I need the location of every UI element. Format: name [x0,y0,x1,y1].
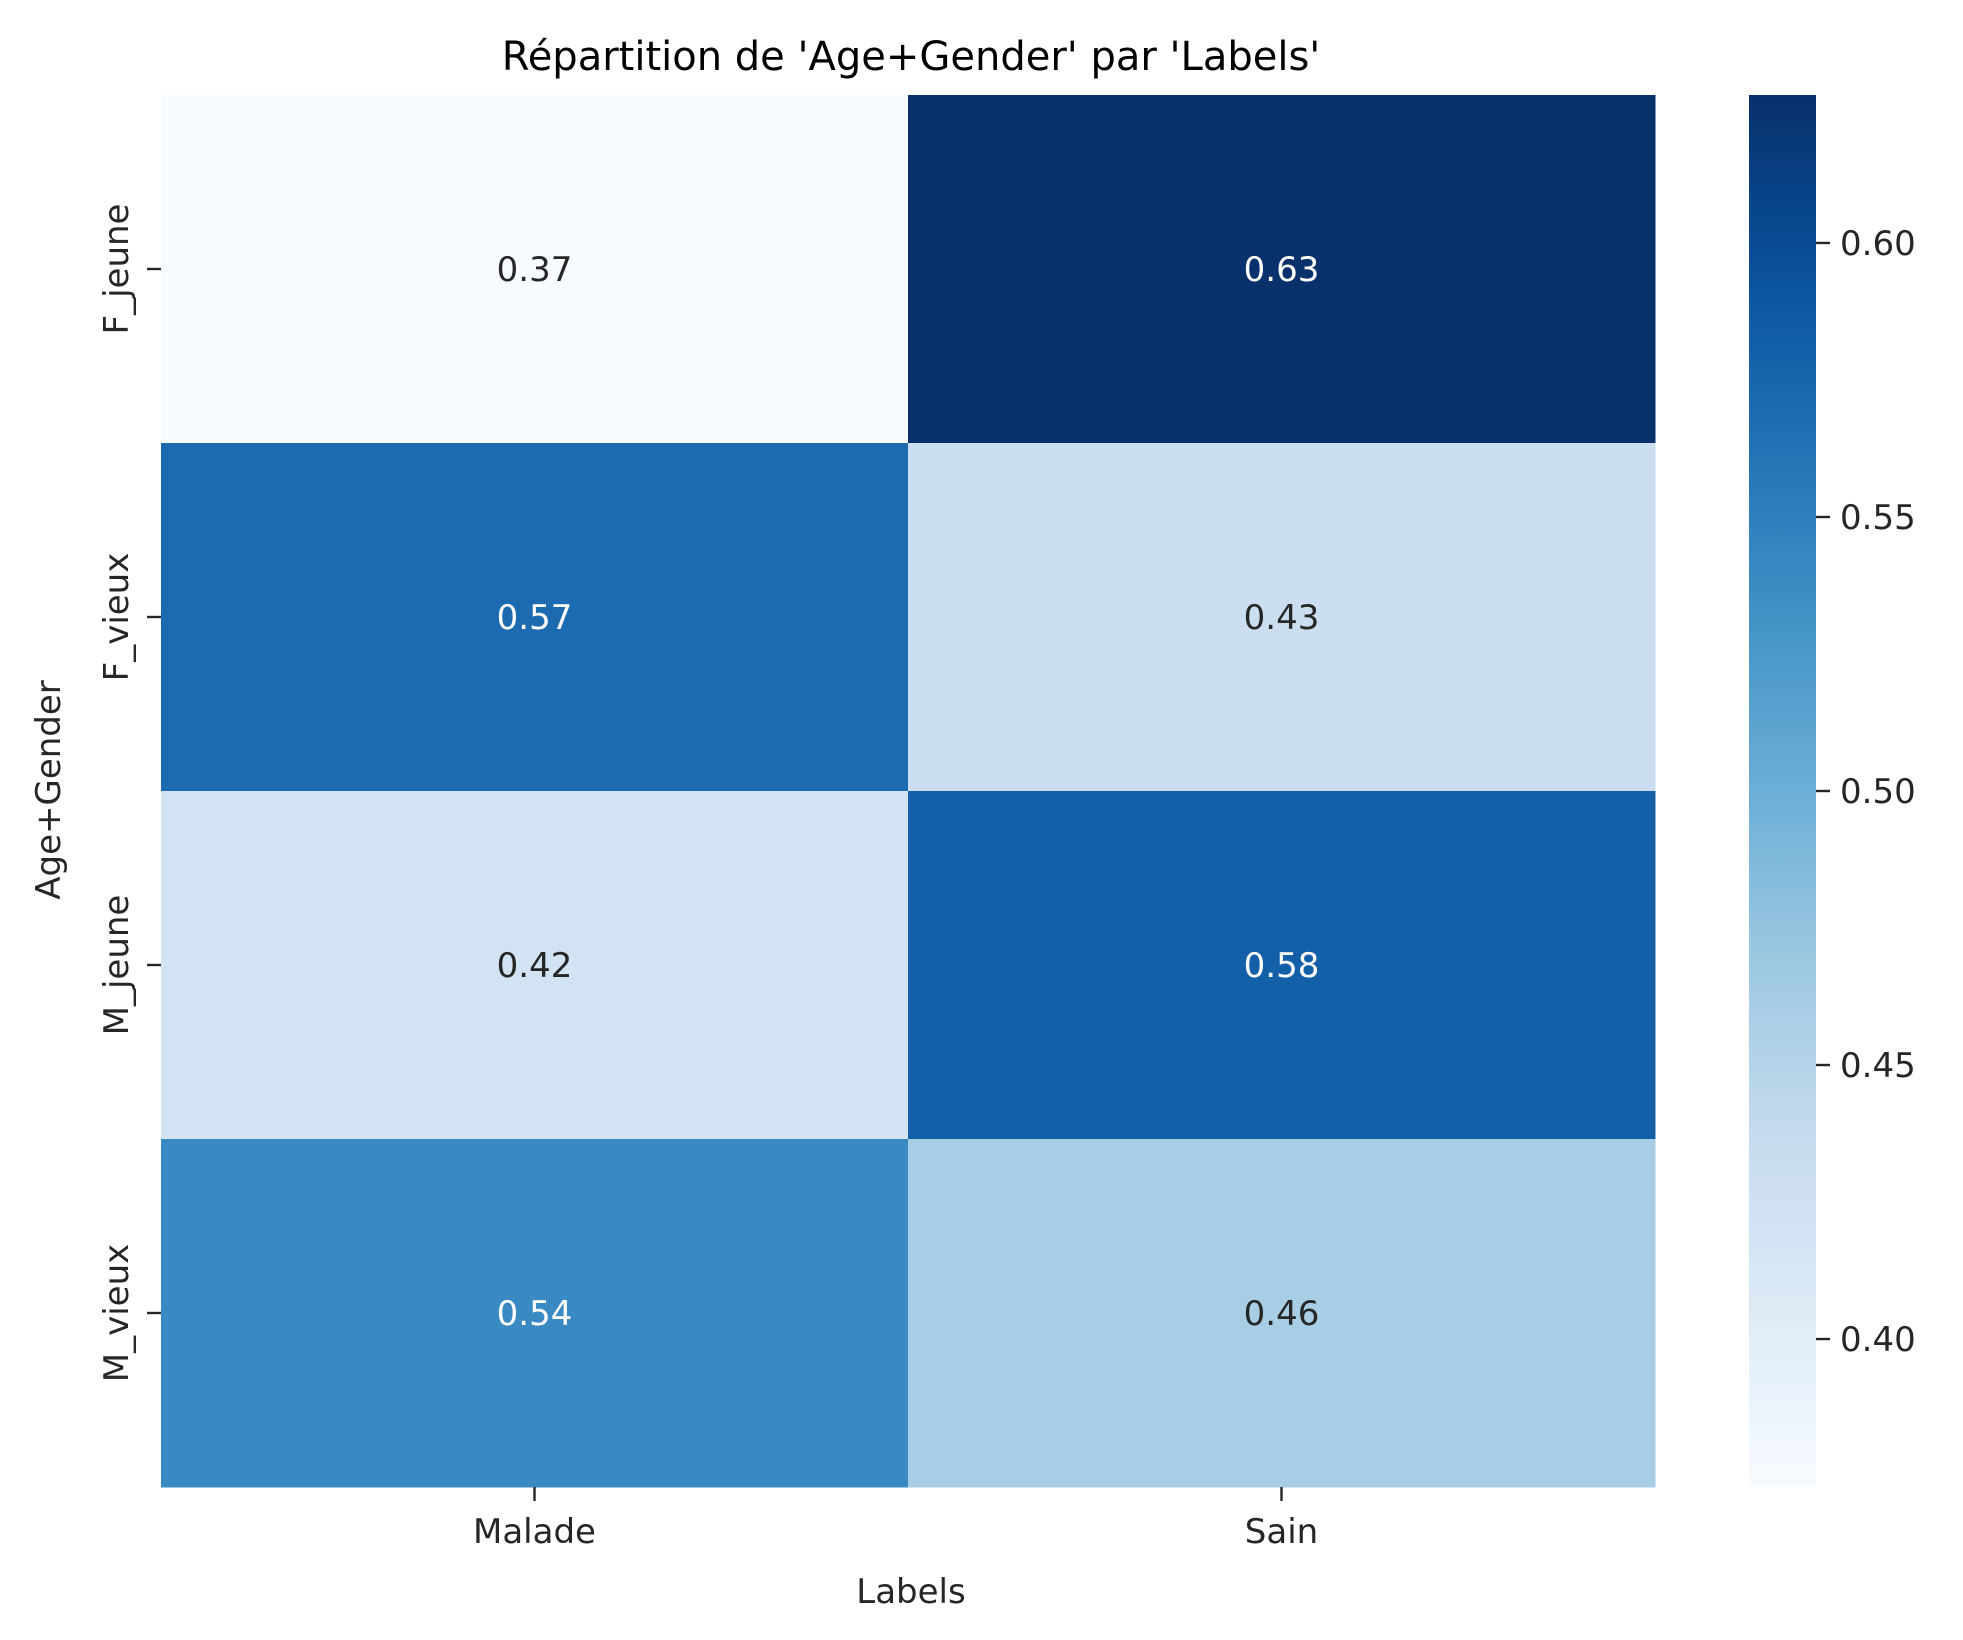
y-axis: F_jeune F_vieux M_jeune M_vieux [97,204,161,1383]
colorbar-tick-label: 0.40 [1840,1320,1916,1360]
x-tick-label: Malade [473,1512,596,1552]
heatmap-cell [161,443,909,792]
heatmap-cell [908,791,1656,1140]
y-axis-label: Age+Gender [29,680,69,900]
cell-value-label: 0.46 [1244,1294,1320,1334]
heatmap-cell [161,95,909,444]
cell-value-label: 0.63 [1244,250,1320,290]
cell-value-label: 0.37 [497,250,573,290]
y-tick-label: F_vieux [97,553,137,682]
colorbar-gradient [1749,95,1816,1487]
cell-value-label: 0.43 [1244,598,1320,638]
y-tick-label: M_jeune [97,895,137,1036]
heatmap-cell [161,1139,909,1488]
colorbar-tick-label: 0.60 [1840,224,1916,264]
y-tick-label: F_jeune [97,204,137,335]
chart-title: Répartition de 'Age+Gender' par 'Labels' [502,34,1321,80]
cell-value-label: 0.54 [497,1294,573,1334]
colorbar: 0.40 0.45 0.50 0.55 0.60 [1749,95,1916,1487]
y-tick-label: M_vieux [97,1244,137,1383]
x-axis: Malade Sain [473,1487,1318,1552]
colorbar-tick-label: 0.45 [1840,1046,1916,1086]
cell-value-label: 0.42 [497,946,573,986]
cell-value-label: 0.58 [1244,946,1320,986]
heatmap-cell [161,791,909,1140]
colorbar-tick-label: 0.50 [1840,772,1916,812]
x-tick-label: Sain [1245,1512,1318,1552]
heatmap-cells: 0.37 0.63 0.57 0.43 0.42 0.58 0.54 0.46 [161,95,1656,1488]
heatmap-cell [908,443,1656,792]
cell-value-label: 0.57 [497,598,573,638]
colorbar-tick-label: 0.55 [1840,498,1916,538]
heatmap-cell [908,95,1656,444]
heatmap-cell [908,1139,1656,1488]
x-axis-label: Labels [856,1572,965,1612]
